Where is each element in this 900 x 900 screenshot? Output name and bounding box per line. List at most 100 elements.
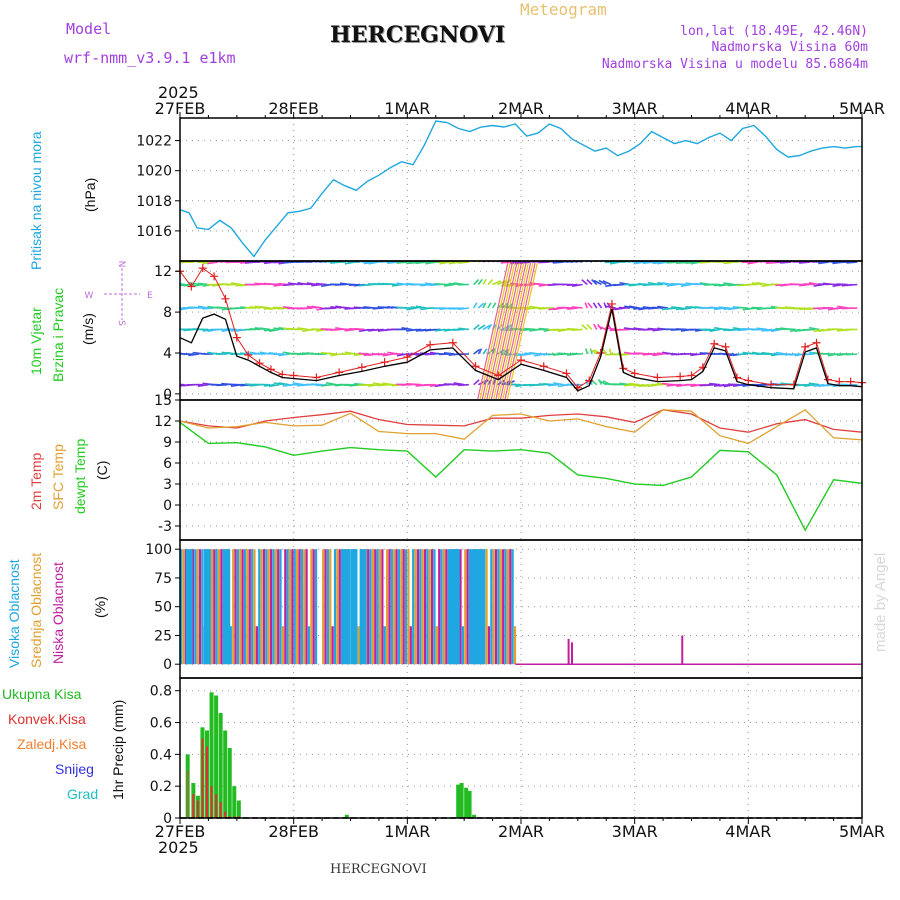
wind-arrow	[685, 261, 697, 264]
cloud-bar	[497, 549, 500, 665]
wind-arrow	[202, 328, 214, 332]
wind-arrow	[410, 328, 422, 331]
precip-total-bar	[209, 692, 214, 818]
cloud-bar	[459, 549, 462, 665]
cloud-bar	[348, 549, 351, 665]
wind-gust-marker	[562, 369, 571, 378]
wind-arrow	[438, 328, 451, 331]
cloud-bar	[388, 549, 391, 665]
wind-gust-marker	[676, 372, 685, 381]
wind-arrow	[292, 382, 304, 386]
wind-arrow	[618, 306, 630, 309]
footer-title: HERCEGNOVI	[330, 862, 427, 877]
wind-arrow	[448, 282, 460, 286]
wind-arrow	[249, 328, 261, 331]
wind-arrow	[487, 302, 492, 309]
wind-arrow	[585, 348, 589, 355]
wind-arrow	[444, 283, 455, 287]
cloud-bar	[431, 549, 434, 665]
cloud-bar	[390, 549, 393, 665]
wind-gust-marker	[232, 333, 241, 342]
precip-frame	[179, 677, 863, 819]
x-label-bottom: 5MAR	[839, 822, 885, 841]
cloud-bar	[291, 549, 294, 665]
wind-gust-marker	[846, 377, 855, 386]
wind-arrow	[538, 261, 550, 264]
wind-gust-marker	[187, 282, 196, 291]
wind-arrow	[372, 328, 384, 331]
wind-arrow	[538, 327, 550, 331]
cloud-bar	[253, 549, 256, 665]
wind-arrow	[263, 261, 275, 265]
wind-arrow	[808, 382, 820, 386]
precip-conv-bar	[224, 811, 227, 818]
wind-storm-hatch	[479, 262, 511, 400]
wind-arrow	[803, 383, 815, 388]
wind-arrow	[373, 382, 384, 386]
wind-arrow	[747, 261, 758, 265]
cloud-low-partial	[681, 635, 684, 665]
wind-arrow	[478, 379, 487, 386]
wind-arrow	[420, 283, 432, 287]
cloud-bar	[307, 626, 311, 665]
wind-arrow	[439, 261, 451, 265]
wind-arrow	[458, 307, 469, 311]
cloud-bar	[274, 549, 277, 665]
wind-arrow	[798, 383, 810, 387]
wind-arrow	[259, 327, 271, 331]
cloud-bar	[182, 549, 185, 665]
cloud-bar	[435, 626, 438, 665]
wind-arrow	[652, 306, 664, 309]
cloud-bar	[513, 626, 517, 665]
wind-arrow	[704, 328, 716, 332]
wind-arrow	[524, 327, 536, 331]
wind-arrow	[656, 352, 668, 355]
wind-arrow	[320, 383, 332, 387]
cloud-bar	[494, 549, 498, 665]
cloud-bar	[487, 626, 491, 665]
cloud-bar	[414, 549, 417, 665]
wind-arrow	[496, 349, 505, 355]
legend-convective: Konvek.Kisa	[8, 711, 86, 727]
wind-arrow	[592, 302, 598, 309]
cloud-bar	[423, 549, 427, 665]
cloud-bar	[336, 549, 339, 665]
wind-arrow	[746, 352, 758, 355]
wind-arrow	[292, 283, 304, 286]
wind-arrow	[709, 328, 721, 333]
cloud-bar	[296, 549, 299, 665]
wind-arrow	[334, 283, 346, 286]
wind-arrow	[268, 328, 280, 333]
cloud-bar	[258, 549, 261, 665]
cloud-bar	[490, 549, 493, 665]
cloud-bar	[511, 549, 514, 665]
wind-arrow	[301, 307, 313, 310]
wind-gust-marker	[721, 342, 730, 351]
cloud-bar	[246, 549, 249, 665]
precip-ytick-label: 0.8	[150, 684, 172, 700]
wind-arrow	[642, 283, 654, 287]
precip-total-bar	[459, 783, 464, 818]
legend-hail: Grad	[67, 786, 99, 802]
cloud-bar	[255, 626, 258, 665]
wind-storm-hatch	[481, 262, 513, 400]
grid-layer	[180, 118, 862, 819]
precip-conv-bar	[201, 738, 204, 818]
x-label-top: 27FEB	[155, 99, 206, 118]
frame-layer	[175, 112, 863, 824]
wind-arrow	[259, 305, 271, 309]
wind-arrow	[529, 351, 541, 355]
wind-arrow	[562, 306, 574, 309]
cloud-bar	[243, 549, 247, 665]
cloud-bar	[464, 549, 467, 665]
wind-arrow	[306, 282, 318, 286]
cloud-bar	[438, 549, 441, 665]
cloud-ytick-label: 25	[154, 628, 172, 644]
wind-arrow	[282, 283, 294, 287]
cloud-ytick-label: 0	[163, 657, 172, 673]
wind-arrow	[330, 328, 342, 332]
precip-ytick-label: 0	[163, 811, 172, 827]
wind-arrow	[603, 302, 607, 309]
wind-arrow	[473, 379, 480, 386]
